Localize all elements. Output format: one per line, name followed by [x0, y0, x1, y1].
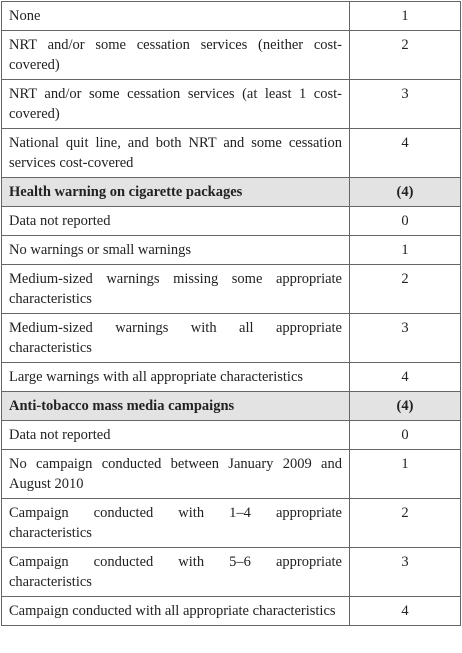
criterion: None: [1, 1, 350, 31]
criterion: No warnings or small warnings: [1, 235, 350, 265]
section-score: (4): [349, 391, 461, 421]
criterion: Campaign conducted with 5–6 appropriate …: [1, 547, 350, 597]
criterion: Data not reported: [1, 206, 350, 236]
table-row: Data not reported 0: [1, 206, 461, 236]
score: 2: [349, 264, 461, 314]
score: 3: [349, 313, 461, 363]
table-row: No campaign conducted between January 20…: [1, 449, 461, 499]
table-row: National quit line, and both NRT and som…: [1, 128, 461, 178]
table-row: Campaign conducted with 1–4 appropriate …: [1, 498, 461, 548]
table-row: Campaign conducted with 5–6 appropriate …: [1, 547, 461, 597]
table-row: No warnings or small warnings 1: [1, 235, 461, 265]
score: 3: [349, 79, 461, 129]
criterion: Medium-sized warnings missing some appro…: [1, 264, 350, 314]
score: 0: [349, 206, 461, 236]
section-title: Anti-tobacco mass media campaigns: [1, 391, 350, 421]
score: 2: [349, 498, 461, 548]
score: 1: [349, 449, 461, 499]
criterion: Campaign conducted with 1–4 appropriate …: [1, 498, 350, 548]
table-row: Data not reported 0: [1, 420, 461, 450]
criterion: Data not reported: [1, 420, 350, 450]
criterion: No campaign conducted between January 20…: [1, 449, 350, 499]
score-table: None 1 NRT and/or some cessation services …: [1, 1, 461, 626]
score: 0: [349, 420, 461, 450]
section-header-row: Health warning on cigarette packages (4): [1, 177, 461, 207]
score: 2: [349, 30, 461, 80]
score: 4: [349, 596, 461, 626]
section-title: Health warning on cigarette packages: [1, 177, 350, 207]
section-score: (4): [349, 177, 461, 207]
criterion: NRT and/or some cessation services (neit…: [1, 30, 350, 80]
score: 4: [349, 128, 461, 178]
criterion: Large warnings with all appropriate char…: [1, 362, 350, 392]
table-row: Campaign conducted with all appropriate …: [1, 596, 461, 626]
criterion: Campaign conducted with all appropriate …: [1, 596, 350, 626]
criterion: NRT and/or some cessation services (at l…: [1, 79, 350, 129]
criterion: National quit line, and both NRT and som…: [1, 128, 350, 178]
table-row: None 1: [1, 1, 461, 31]
table-row: Large warnings with all appropriate char…: [1, 362, 461, 392]
table-row: Medium-sized warnings with all appropria…: [1, 313, 461, 363]
criterion: Medium-sized warnings with all appropria…: [1, 313, 350, 363]
table-row: NRT and/or some cessation services (at l…: [1, 79, 461, 129]
section-header-row: Anti-tobacco mass media campaigns (4): [1, 391, 461, 421]
score: 1: [349, 235, 461, 265]
table-row: NRT and/or some cessation services (neit…: [1, 30, 461, 80]
score: 4: [349, 362, 461, 392]
table-row: Medium-sized warnings missing some appro…: [1, 264, 461, 314]
score: 1: [349, 1, 461, 31]
score: 3: [349, 547, 461, 597]
